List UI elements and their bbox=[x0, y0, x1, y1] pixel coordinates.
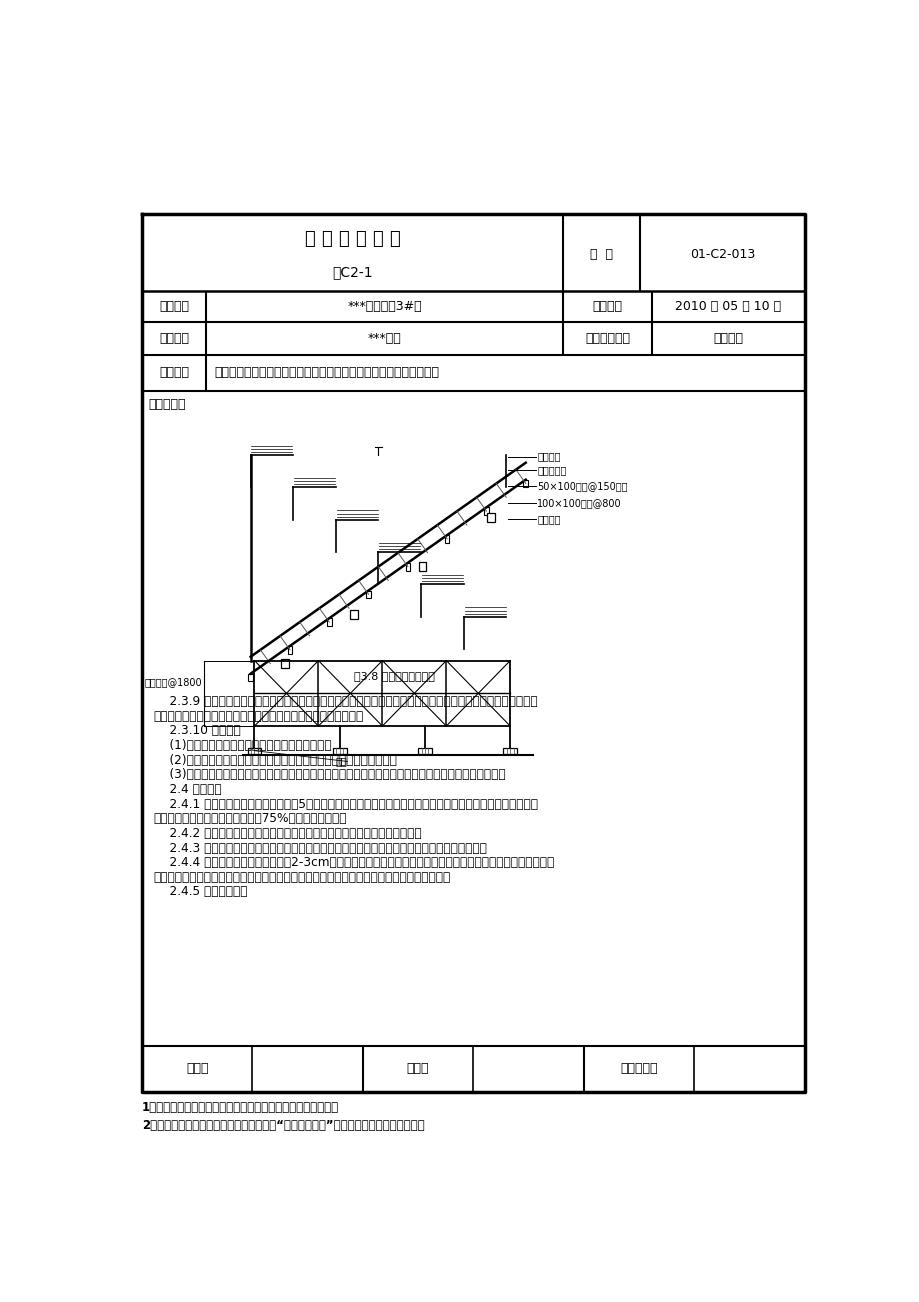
Text: 楼梯蹏步: 楼梯蹏步 bbox=[537, 452, 561, 461]
Text: 50×100木方@150排档: 50×100木方@150排档 bbox=[537, 480, 627, 491]
Text: 双排钉子: 双排钉子 bbox=[537, 514, 561, 523]
Bar bbox=[418, 561, 426, 570]
Text: (2)在模板上焊接作业时，要使用接渣槽，以免焊渣烧伤、引燃模板。: (2)在模板上焊接作业时，要使用接渣槽，以免焊渣烧伤、引燃模板。 bbox=[153, 754, 396, 767]
Text: 2、当做分项工程施工技术交底时，应填写“分项工程名称”栏，其他技术交底可不填写。: 2、当做分项工程施工技术交底时，应填写“分项工程名称”栏，其他技术交底可不填写。 bbox=[142, 1120, 425, 1133]
Text: 交底提要: 交底提要 bbox=[159, 366, 189, 379]
Text: 100×100木方@800: 100×100木方@800 bbox=[537, 497, 621, 508]
Bar bbox=[483, 508, 488, 516]
Text: 2.4.3 拆除部分水平拉杆以便作业，而后拆除两相连的支撑及拉杆，以使两块相邻的模板断连。: 2.4.3 拆除部分水平拉杆以便作业，而后拆除两相连的支撑及拉杆，以使两块相邻的… bbox=[153, 841, 486, 854]
Bar bbox=[248, 673, 253, 681]
Bar bbox=[487, 513, 494, 522]
Text: 分项工程名称: 分项工程名称 bbox=[584, 332, 630, 345]
Text: (1)严禁私自改动已经安装好的模板和支撑体系。: (1)严禁私自改动已经安装好的模板和支撑体系。 bbox=[153, 740, 331, 753]
Text: 2010 年 05 月 10 日: 2010 年 05 月 10 日 bbox=[675, 299, 780, 312]
Text: 地下一层及首层楼板模板的相关作业准备、施工操作工艺及质量要求: 地下一层及首层楼板模板的相关作业准备、施工操作工艺及质量要求 bbox=[214, 366, 438, 379]
Bar bbox=[349, 611, 357, 620]
Text: 工程名称: 工程名称 bbox=[159, 299, 189, 312]
Text: 2.4.2 应遵循先支后拆，后支先拆；先拆侧向支撑，后拆竖向支撑等原则。: 2.4.2 应遵循先支后拆，后支先拆；先拆侧向支撑，后拆竖向支撑等原则。 bbox=[153, 827, 421, 840]
Bar bbox=[444, 535, 449, 543]
Text: 图3.8 楼板及平台模题图: 图3.8 楼板及平台模题图 bbox=[353, 671, 434, 681]
Bar bbox=[405, 562, 410, 570]
Text: 2.3.10 成品保护: 2.3.10 成品保护 bbox=[153, 724, 240, 737]
Text: (3)钉筋等要分散放在模板上，不得集中堆放，以免将模板压跨曲。安放布料机处，要在支腿下加支撑。: (3)钉筋等要分散放在模板上，不得集中堆放，以免将模板压跨曲。安放布料机处，要在… bbox=[153, 768, 505, 781]
Bar bbox=[326, 618, 331, 626]
Bar bbox=[281, 659, 289, 668]
Bar bbox=[366, 591, 370, 598]
Text: 交底日期: 交底日期 bbox=[592, 299, 622, 312]
Text: 2.4 模板拆除: 2.4 模板拆除 bbox=[153, 783, 221, 796]
Bar bbox=[523, 479, 528, 487]
Text: 技 术 交 底 记 录: 技 术 交 底 记 录 bbox=[304, 229, 400, 247]
Bar bbox=[247, 747, 261, 754]
Text: 接受交底人: 接受交底人 bbox=[619, 1062, 657, 1075]
Text: 同条件试块试压，达到标准强度的75%以上时批准拆模。: 同条件试块试压，达到标准强度的75%以上时批准拆模。 bbox=[153, 812, 346, 825]
Text: 1、本表由施工单位填写，交底单位与接受交底单位各存一份。: 1、本表由施工单位填写，交底单位与接受交底单位各存一份。 bbox=[142, 1100, 339, 1113]
Text: 表C2-1: 表C2-1 bbox=[332, 264, 372, 279]
Bar bbox=[503, 747, 516, 754]
Text: ***花园二期3#楼: ***花园二期3#楼 bbox=[347, 299, 422, 312]
Text: 交底内容：: 交底内容： bbox=[148, 398, 186, 411]
Text: 帪木: 帪木 bbox=[335, 756, 347, 767]
Text: 不干净的地方（如梁窝、梁底等处）用吸尘器清理干净，办预检。: 不干净的地方（如梁窝、梁底等处）用吸尘器清理干净，办预检。 bbox=[153, 710, 364, 723]
Text: 2.4.1 楼板模板应保证三层。拆除前5天，提出拆模申请报工长，工长根据拆模申请要求试验员对该部位混凝土: 2.4.1 楼板模板应保证三层。拆除前5天，提出拆模申请报工长，工长根据拆模申请… bbox=[153, 798, 538, 811]
Text: 2.4.5 拆模注意事项: 2.4.5 拆模注意事项 bbox=[153, 885, 247, 898]
Text: 竹支板模板: 竹支板模板 bbox=[537, 465, 566, 475]
Bar bbox=[417, 747, 432, 754]
Text: 施工单位: 施工单位 bbox=[159, 332, 189, 345]
Text: 01-C2-013: 01-C2-013 bbox=[689, 247, 754, 260]
Bar bbox=[288, 646, 292, 654]
Text: ***公司: ***公司 bbox=[368, 332, 401, 345]
Text: 模板工程: 模板工程 bbox=[712, 332, 743, 345]
Text: 编  号: 编 号 bbox=[590, 247, 613, 260]
Text: 审核人: 审核人 bbox=[186, 1062, 209, 1075]
Text: 2.3.9 模板内清理：在梁模板端头设置清扎孔，用气泵将模板上表面杂物吹干净后，安装好清扎孔模板；对于吹: 2.3.9 模板内清理：在梁模板端头设置清扎孔，用气泵将模板上表面杂物吹干净后，… bbox=[153, 695, 537, 708]
Bar bbox=[333, 747, 346, 754]
Text: 再将钐支撑拆除。拆除的龙骨、钐支撑、可调支撑等构件要集中堆放，不得随意乱丢、乱放。: 再将钐支撑拆除。拆除的龙骨、钐支撑、可调支撑等构件要集中堆放，不得随意乱丢、乱放… bbox=[153, 871, 450, 884]
Text: 2.4.4 拆除时先下调可调支撑螺旋2-3cm，使主龙骨、次龙骨下移，然后用锤子等将次龙骨、主龙骨依次拆除，: 2.4.4 拆除时先下调可调支撑螺旋2-3cm，使主龙骨、次龙骨下移，然后用锤子… bbox=[153, 857, 553, 870]
Text: 锂管支撑@1800: 锂管支撑@1800 bbox=[144, 677, 201, 686]
Text: 交底人: 交底人 bbox=[406, 1062, 429, 1075]
